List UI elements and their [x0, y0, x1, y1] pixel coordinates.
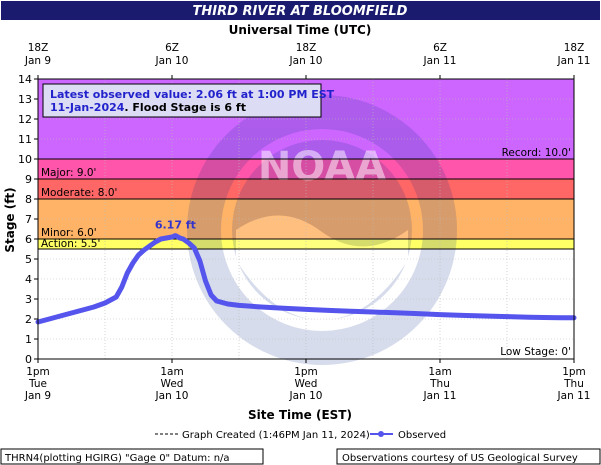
bottom-tick-date: Jan 10 — [289, 390, 323, 402]
top-tick-date: Jan 11 — [557, 55, 591, 67]
footer-left-text: THRN4(plotting HGIRG) "Gage 0" Datum: n/… — [4, 453, 230, 464]
peak-label: 6.17 ft — [155, 219, 196, 232]
legend: Graph Created (1:46PM Jan 11, 2024) Obse… — [155, 430, 446, 441]
y-tick-label: 10 — [18, 153, 32, 166]
action-stage-label: Action: 5.5' — [41, 238, 100, 250]
latest-value-date: 11-Jan-2024 — [50, 101, 125, 114]
y-tick-label: 5 — [25, 253, 32, 266]
y-tick-label: 8 — [25, 193, 32, 206]
y-tick-label: 11 — [18, 133, 32, 146]
chart-title: THIRD RIVER AT BLOOMFIELD — [193, 4, 408, 19]
bottom-tick-day: Tue — [28, 378, 47, 390]
y-tick-label: 2 — [25, 313, 32, 326]
record-stage-label: Record: 10.0' — [502, 147, 571, 159]
bottom-tick-day: Wed — [295, 378, 318, 390]
footer-right-box — [336, 448, 601, 465]
y-tick-label: 12 — [18, 113, 32, 126]
bottom-tick-time: 1am — [160, 366, 183, 378]
latest-value-line2: 11-Jan-2024. Flood Stage is 6 ft — [50, 101, 246, 114]
y-tick-label: 9 — [25, 173, 32, 186]
top-tick-date: Jan 10 — [155, 55, 189, 67]
series-observed-line — [35, 233, 577, 325]
stage-labels: Record: 10.0' Major: 9.0' Moderate: 8.0' Mi… — [41, 147, 571, 358]
top-tick-time: 18Z — [564, 42, 585, 54]
minor-stage-label: Minor: 6.0' — [41, 227, 97, 239]
bottom-tick-day: Thu — [563, 378, 584, 390]
flood-stage-text: . Flood Stage is 6 ft — [124, 101, 246, 114]
top-tick-time: 18Z — [28, 42, 49, 54]
footer-left-box — [0, 448, 264, 465]
legend-observed-marker — [378, 431, 384, 437]
site-time-axis-title: Site Time (EST) — [248, 408, 352, 422]
latest-value-box: Latest observed value: 2.06 ft at 1:00 P… — [42, 83, 335, 118]
utc-axis-title: Universal Time (UTC) — [229, 23, 372, 37]
y-tick-label: 4 — [25, 273, 32, 286]
bottom-tick-date: Jan 11 — [557, 390, 591, 402]
y-tick-label: 13 — [18, 93, 32, 106]
top-tick-date: Jan 11 — [423, 55, 457, 67]
y-tick-label: 3 — [25, 293, 32, 306]
bottom-tick-time: 1am — [428, 366, 451, 378]
bottom-tick-date: Jan 10 — [155, 390, 189, 402]
major-stage-label: Major: 9.0' — [41, 167, 96, 179]
y-tick-label: 1 — [25, 333, 32, 346]
top-tick-time: 6Z — [165, 42, 179, 54]
top-tick-date: Jan 9 — [24, 55, 51, 67]
bottom-tick-time: 1pm — [26, 366, 50, 378]
top-tick-time: 18Z — [296, 42, 317, 54]
bottom-tick-time: 1pm — [294, 366, 318, 378]
noaa-watermark — [187, 95, 457, 365]
latest-value-line1: Latest observed value: 2.06 ft at 1:00 P… — [50, 88, 335, 101]
legend-observed-text: Observed — [398, 430, 446, 441]
bottom-tick-day: Wed — [161, 378, 184, 390]
y-tick-label: 7 — [25, 213, 32, 226]
title-bar — [1, 1, 600, 20]
bottom-tick-date: Jan 9 — [24, 390, 51, 402]
y-axis-title: Stage (ft) — [3, 187, 17, 252]
y-tick-label: 14 — [18, 73, 32, 86]
bottom-tick-day: Thu — [429, 378, 450, 390]
footer-right-text: Observations courtesy of US Geological S… — [342, 453, 578, 464]
plot-area: NOAA Record: 10.0' Major: 9.0' Moderate: 8… — [35, 78, 577, 365]
top-tick-date: Jan 10 — [289, 55, 323, 67]
top-tick-time: 6Z — [433, 42, 447, 54]
watermark-noaa-text: NOAA — [258, 144, 386, 190]
y-tick-label: 0 — [25, 353, 32, 366]
moderate-stage-label: Moderate: 8.0' — [41, 187, 117, 199]
low-stage-label: Low Stage: 0' — [500, 346, 571, 358]
bottom-tick-time: 1pm — [562, 366, 586, 378]
y-tick-label: 6 — [25, 233, 32, 246]
legend-created-text: Graph Created (1:46PM Jan 11, 2024) — [182, 430, 370, 441]
threshold-lines — [38, 158, 574, 250]
bottom-tick-date: Jan 11 — [423, 390, 457, 402]
